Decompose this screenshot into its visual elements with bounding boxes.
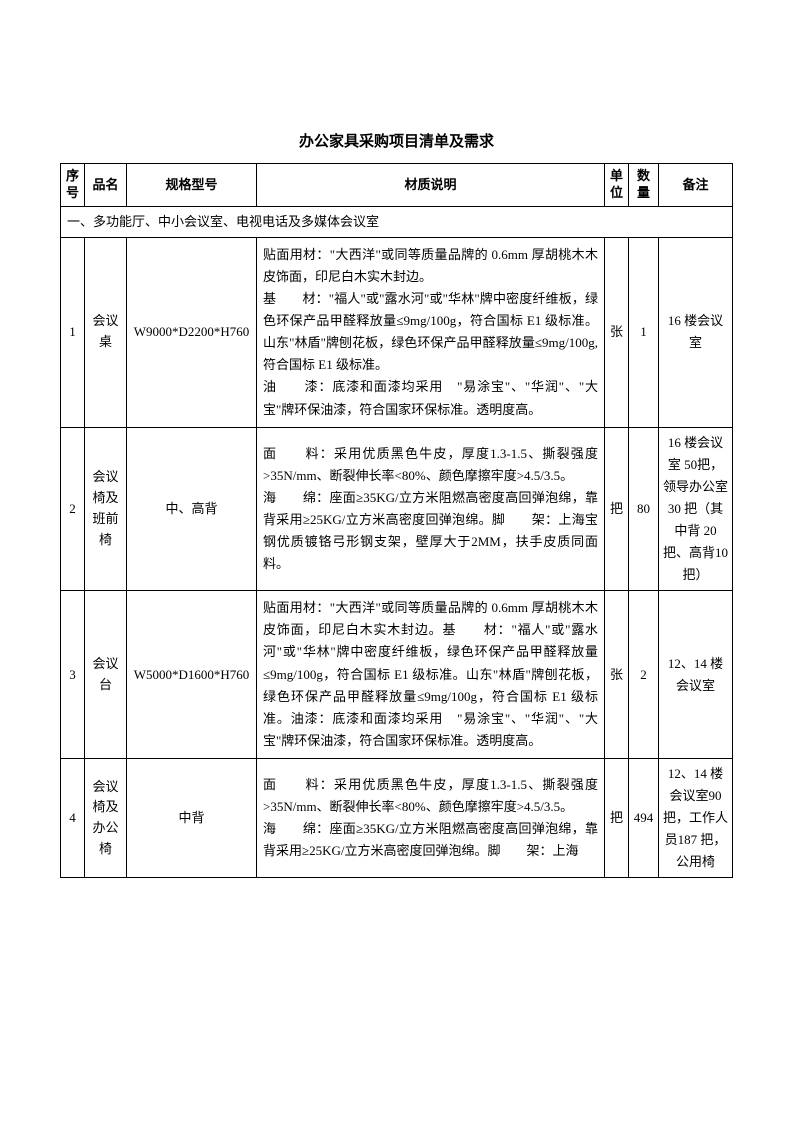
cell-desc: 面 料：采用优质黑色牛皮，厚度1.3-1.5、撕裂强度>35N/mm、断裂伸长率… [257, 427, 605, 591]
cell-name: 会议椅及办公椅 [85, 758, 127, 877]
section-row-1: 一、多功能厅、中小会议室、电视电话及多媒体会议室 [61, 206, 733, 237]
procurement-table: 序号 品名 规格型号 材质说明 单位 数量 备注 一、多功能厅、中小会议室、电视… [60, 163, 733, 878]
cell-seq: 2 [61, 427, 85, 591]
table-row: 3 会议台 W5000*D1600*H760 贴面用材："大西洋"或同等质量品牌… [61, 591, 733, 759]
cell-note: 16 楼会议室 [659, 237, 733, 427]
cell-note: 12、14 楼会议室90 把，工作人员187 把，公用椅 [659, 758, 733, 877]
page-title: 办公家具采购项目清单及需求 [60, 130, 733, 151]
cell-unit: 把 [605, 758, 629, 877]
cell-note: 16 楼会议室 50把，领导办公室30 把（其中背 20把、高背10 把） [659, 427, 733, 591]
cell-name: 会议椅及班前椅 [85, 427, 127, 591]
cell-qty: 494 [629, 758, 659, 877]
header-row: 序号 品名 规格型号 材质说明 单位 数量 备注 [61, 164, 733, 207]
header-spec: 规格型号 [127, 164, 257, 207]
cell-spec: 中背 [127, 758, 257, 877]
cell-desc: 贴面用材："大西洋"或同等质量品牌的 0.6mm 厚胡桃木木皮饰面，印尼白木实木… [257, 591, 605, 759]
cell-qty: 80 [629, 427, 659, 591]
cell-unit: 张 [605, 591, 629, 759]
header-seq: 序号 [61, 164, 85, 207]
cell-note: 12、14 楼会议室 [659, 591, 733, 759]
cell-seq: 1 [61, 237, 85, 427]
cell-seq: 3 [61, 591, 85, 759]
header-note: 备注 [659, 164, 733, 207]
cell-unit: 张 [605, 237, 629, 427]
header-qty: 数量 [629, 164, 659, 207]
cell-desc: 面 料：采用优质黑色牛皮，厚度1.3-1.5、撕裂强度>35N/mm、断裂伸长率… [257, 758, 605, 877]
cell-spec: W9000*D2200*H760 [127, 237, 257, 427]
cell-spec: W5000*D1600*H760 [127, 591, 257, 759]
cell-unit: 把 [605, 427, 629, 591]
section-title-1: 一、多功能厅、中小会议室、电视电话及多媒体会议室 [61, 206, 733, 237]
cell-desc: 贴面用材："大西洋"或同等质量品牌的 0.6mm 厚胡桃木木皮饰面，印尼白木实木… [257, 237, 605, 427]
cell-name: 会议桌 [85, 237, 127, 427]
header-name: 品名 [85, 164, 127, 207]
cell-seq: 4 [61, 758, 85, 877]
table-row: 2 会议椅及班前椅 中、高背 面 料：采用优质黑色牛皮，厚度1.3-1.5、撕裂… [61, 427, 733, 591]
table-row: 1 会议桌 W9000*D2200*H760 贴面用材："大西洋"或同等质量品牌… [61, 237, 733, 427]
cell-qty: 2 [629, 591, 659, 759]
table-row: 4 会议椅及办公椅 中背 面 料：采用优质黑色牛皮，厚度1.3-1.5、撕裂强度… [61, 758, 733, 877]
cell-name: 会议台 [85, 591, 127, 759]
header-unit: 单位 [605, 164, 629, 207]
cell-spec: 中、高背 [127, 427, 257, 591]
header-desc: 材质说明 [257, 164, 605, 207]
cell-qty: 1 [629, 237, 659, 427]
